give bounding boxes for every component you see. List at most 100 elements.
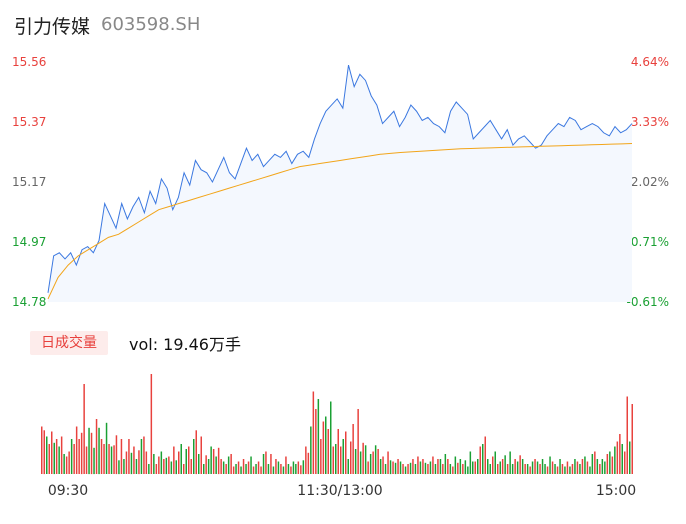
volume-bar [41,426,43,474]
volume-bar [539,464,541,474]
volume-bar [108,444,110,474]
volume-bar [155,464,158,474]
volume-bar [342,439,344,474]
volume-bar [277,461,280,474]
volume-bar [130,452,133,475]
volume-bar [68,451,70,474]
volume-bar [292,461,295,474]
volume-bar [307,452,310,475]
volume-bar [404,466,407,474]
volume-bar [464,460,467,475]
price-tick-label: 15.56 [12,55,46,69]
volume-bar [252,466,255,474]
volume-bar [372,451,374,474]
volume-bar [412,459,414,474]
stock-name: 引力传媒 [14,16,91,38]
volume-bar [499,461,501,474]
volume-bar [492,456,494,474]
volume-bar [394,462,397,475]
volume-bar [536,461,539,474]
volume-bar [100,439,103,474]
volume-bar [409,462,412,475]
volume-bar [506,464,509,474]
volume-bar [549,456,551,474]
volume-bar [215,456,217,474]
volume-bar [345,431,347,474]
volume-bar [193,439,195,474]
volume-bar [175,460,177,475]
volume-bar [609,451,611,474]
volume-bar [295,464,297,474]
volume-bar [576,461,579,474]
volume-bar [85,446,88,474]
volume-bar [95,419,98,474]
volume-bar [262,454,265,474]
volume-bar [46,436,48,474]
volume-bar [479,446,481,474]
volume-bar [514,459,516,474]
volume-bar [511,464,514,474]
volume-bar [170,461,173,474]
price-line [47,64,633,293]
volume-bar [521,459,524,474]
volume-bar [257,461,260,474]
volume-bar [327,429,329,474]
volume-bar [589,466,591,474]
volume-bar [559,459,561,474]
pct-tick-label: 3.33% [631,115,669,129]
volume-bar [621,444,623,474]
volume-bar [317,399,320,474]
volume-bar [604,461,606,474]
volume-bar [128,439,130,474]
volume-bar [379,459,382,474]
volume-bar [88,427,90,475]
volume-bar [310,426,312,474]
volume-bar [125,451,128,474]
volume-bar [133,446,135,474]
volume-bar [168,456,170,474]
volume-bar [594,451,596,474]
volume-bar [469,451,472,474]
volume-bar [616,441,619,474]
volume-bar [123,459,125,474]
volume-bar [150,374,153,474]
volume-bar [571,464,574,474]
volume-bar [369,454,372,474]
volume-bar [377,449,379,474]
volume-bar [439,459,442,474]
volume-bar [178,451,180,474]
volume-bar [482,444,484,474]
volume-bar [332,446,334,474]
time-tick-label: 11:30/13:00 [297,483,382,499]
volume-bar [459,459,462,474]
volume-bar [245,464,247,474]
volume-bar [347,459,349,474]
volume-bar [432,456,434,474]
volume-bar [320,439,322,474]
volume-bar [78,439,80,474]
volume-bar [163,459,165,474]
volume-bar [624,451,626,474]
volume-summary: vol: 19.46万手 [129,335,241,354]
volume-bar [165,457,168,475]
volume-bar [235,464,237,474]
volume-bar [315,409,317,474]
volume-bar [384,464,387,474]
time-tick-label: 15:00 [596,483,636,499]
volume-bar [185,449,187,474]
volume-bar [477,459,479,474]
volume-bar [143,436,145,474]
volume-bar [422,459,424,474]
volume-bar [564,466,566,474]
volume-bar [402,464,404,474]
volume-bar [222,461,225,474]
volume-bar [158,456,160,474]
volume-bar [198,454,200,474]
volume-bar [516,461,519,474]
volume-bar [115,435,118,475]
volume-bar [457,462,459,475]
volume-bar [544,464,546,474]
volume-bar [173,446,175,474]
volume-bar [58,446,60,474]
volume-bar [80,432,83,475]
